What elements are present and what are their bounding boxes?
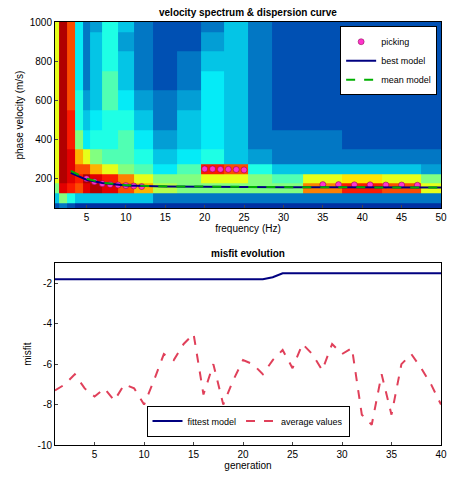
svg-text:35: 35 [386,449,398,460]
svg-text:20: 20 [237,449,249,460]
svg-text:10: 10 [139,449,151,460]
svg-text:-10: -10 [38,440,53,451]
svg-text:15: 15 [160,212,172,223]
svg-text:20: 20 [199,212,211,223]
svg-text:phase velocity (m/s): phase velocity (m/s) [14,71,25,160]
svg-text:40: 40 [435,449,447,460]
svg-text:50: 50 [435,212,447,223]
svg-text:average values: average values [281,417,343,427]
svg-text:-8: -8 [43,399,52,410]
svg-text:40: 40 [357,212,369,223]
svg-text:-2: -2 [43,278,52,289]
svg-text:misfit evolution: misfit evolution [211,248,285,259]
svg-text:mean model: mean model [381,75,431,85]
svg-text:velocity spectrum & dispersion: velocity spectrum & dispersion curve [159,7,337,18]
svg-text:25: 25 [287,449,299,460]
svg-text:800: 800 [35,56,52,67]
svg-text:picking: picking [381,37,409,47]
svg-text:misfit: misfit [22,342,33,366]
svg-text:frequency (Hz): frequency (Hz) [215,223,281,234]
svg-text:-4: -4 [43,318,52,329]
svg-text:400: 400 [35,134,52,145]
svg-text:30: 30 [336,449,348,460]
svg-text:generation: generation [224,460,271,471]
svg-text:best model: best model [381,56,425,66]
svg-text:1000: 1000 [30,17,53,28]
svg-text:fittest model: fittest model [188,417,237,427]
svg-text:10: 10 [120,212,132,223]
svg-text:35: 35 [317,212,329,223]
svg-text:25: 25 [238,212,250,223]
svg-text:30: 30 [278,212,290,223]
svg-text:5: 5 [92,449,98,460]
svg-text:45: 45 [396,212,408,223]
svg-text:5: 5 [84,212,90,223]
svg-text:200: 200 [35,173,52,184]
svg-text:15: 15 [188,449,200,460]
svg-text:600: 600 [35,95,52,106]
svg-text:-6: -6 [43,359,52,370]
